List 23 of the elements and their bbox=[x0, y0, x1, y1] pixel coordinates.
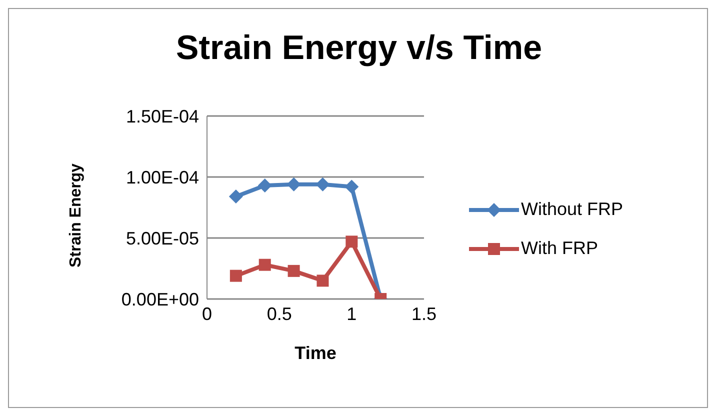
x-tick-label: 1.5 bbox=[411, 304, 437, 324]
legend-label: With FRP bbox=[521, 238, 598, 259]
y-tick-label: 5.00E-05 bbox=[126, 228, 199, 248]
point bbox=[286, 177, 301, 192]
point bbox=[316, 177, 330, 192]
point bbox=[258, 258, 271, 271]
y-tick-label: 0.00E+00 bbox=[121, 289, 199, 310]
chart-title: Strain Energy v/s Time bbox=[175, 29, 543, 68]
x-tick-label: 0.5 bbox=[266, 304, 292, 324]
x-tick-label: 0 bbox=[202, 304, 212, 324]
point bbox=[230, 270, 242, 282]
point bbox=[258, 178, 272, 193]
x-axis-title: Time bbox=[294, 343, 336, 363]
legend-label: Without FRP bbox=[521, 199, 624, 220]
point bbox=[288, 264, 300, 277]
y-tick-label: 1.00E-04 bbox=[126, 167, 199, 188]
x-tick-label: 1 bbox=[346, 304, 357, 324]
point bbox=[316, 274, 329, 287]
point bbox=[344, 180, 359, 194]
point bbox=[228, 190, 243, 204]
y-axis-title: Strain Energy bbox=[68, 163, 85, 268]
point bbox=[346, 236, 358, 248]
y-tick-label: 1.50E-04 bbox=[126, 106, 199, 126]
